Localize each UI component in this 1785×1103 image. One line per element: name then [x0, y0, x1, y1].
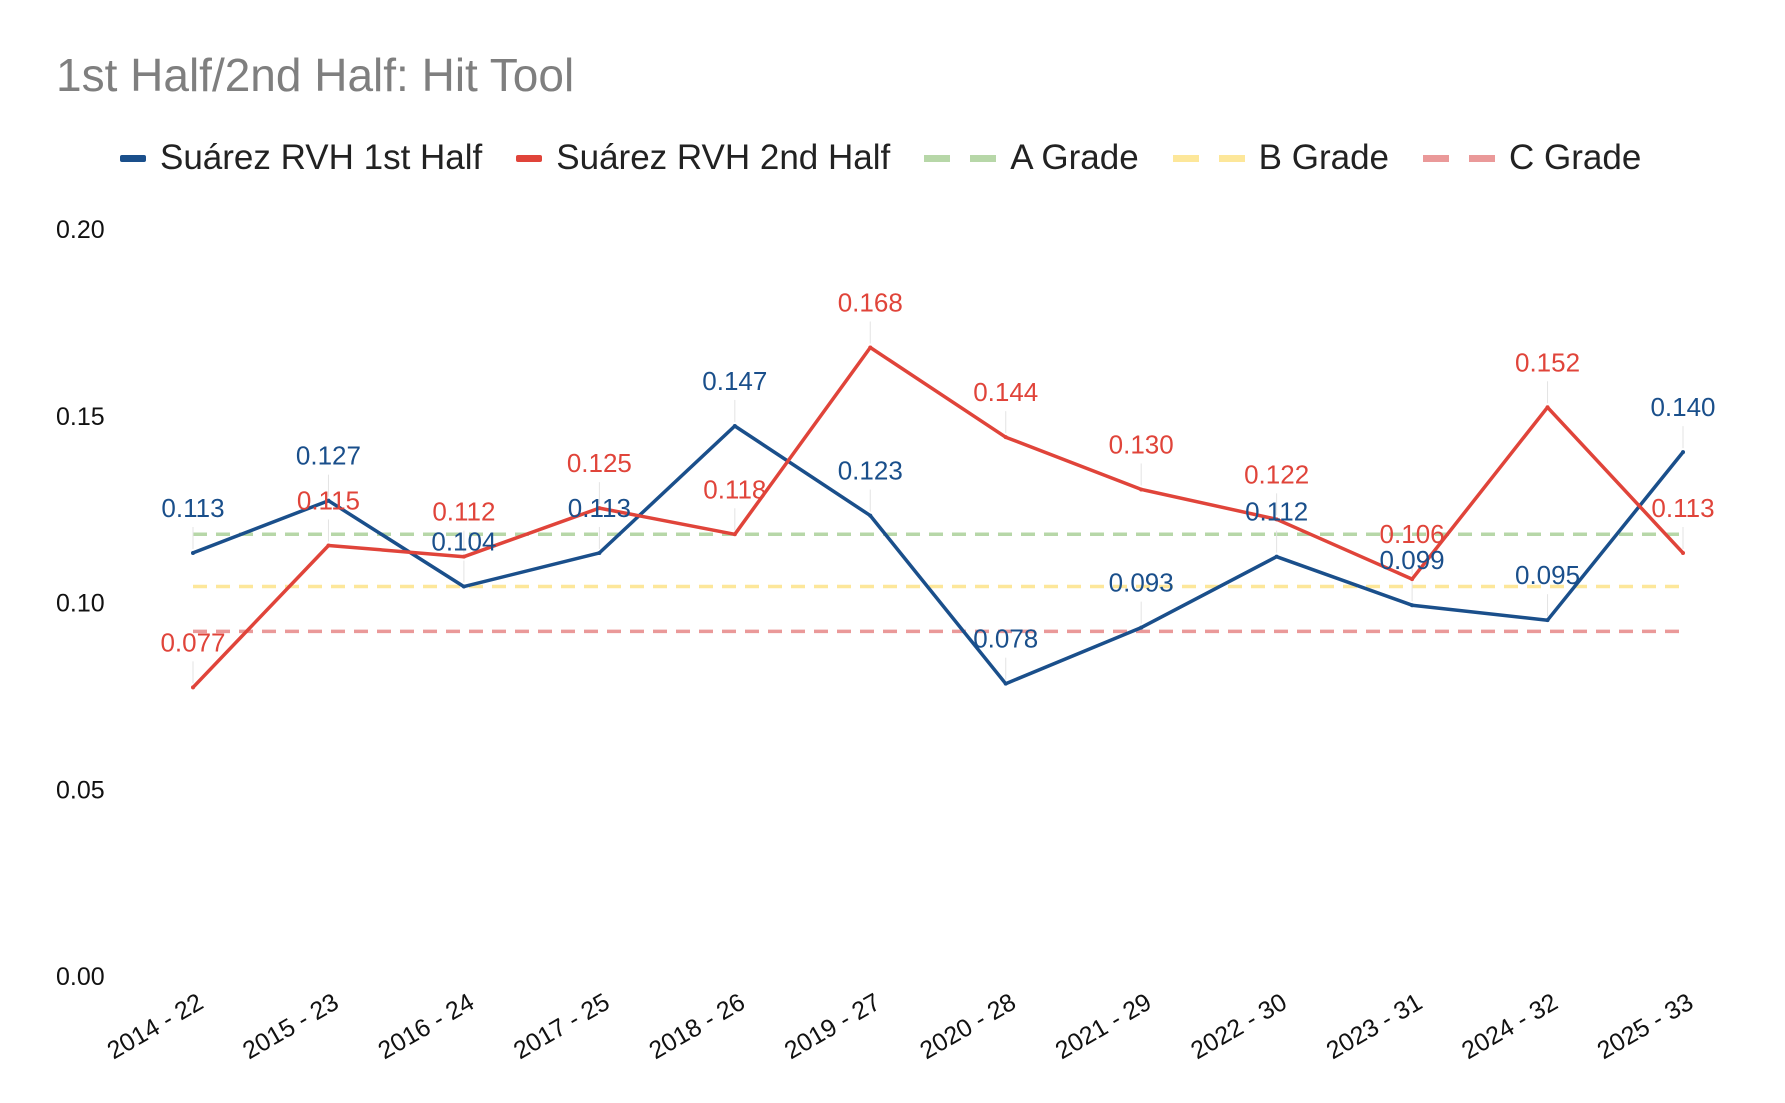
x-tick-label: 2017 - 25 — [509, 988, 614, 1065]
data-label: 0.113 — [1651, 493, 1714, 523]
data-point — [732, 423, 737, 428]
data-point — [1139, 487, 1144, 492]
x-tick-label: 2023 - 31 — [1322, 988, 1427, 1065]
x-tick-label: 2015 - 23 — [238, 988, 343, 1065]
data-point — [1139, 625, 1144, 630]
data-point — [326, 498, 331, 503]
legend-label-c-grade: C Grade — [1509, 138, 1642, 177]
legend-label-1st-half: Suárez RVH 1st Half — [160, 138, 483, 177]
data-point — [868, 345, 873, 350]
legend-item-1st-half: Suárez RVH 1st Half — [120, 138, 482, 178]
y-tick-label: 0.10 — [56, 590, 105, 618]
data-point — [191, 550, 195, 555]
legend-label-b-grade: B Grade — [1258, 138, 1390, 177]
data-label: 0.113 — [161, 493, 224, 523]
series-line-1st-half — [191, 424, 1685, 686]
chart-title: 1st Half/2nd Half: Hit Tool — [56, 49, 575, 101]
data-point — [1681, 450, 1685, 455]
data-point — [1003, 435, 1008, 440]
data-point — [1410, 577, 1415, 582]
data-point — [1003, 681, 1008, 686]
y-tick-label: 0.15 — [56, 403, 105, 431]
x-tick-label: 2022 - 30 — [1186, 988, 1291, 1065]
data-point — [597, 550, 602, 555]
data-label: 0.099 — [1380, 545, 1445, 575]
data-label: 0.123 — [838, 456, 903, 486]
chart-legend: Suárez RVH 1st Half Suárez RVH 2nd Half … — [120, 133, 1675, 183]
legend-item-b-grade: B Grade — [1172, 138, 1390, 178]
data-label: 0.112 — [1245, 497, 1308, 527]
x-tick-label: 2019 - 27 — [780, 988, 885, 1065]
data-label: 0.127 — [296, 441, 361, 471]
legend-label-2nd-half: Suárez RVH 2nd Half — [556, 138, 891, 177]
legend-swatch-b-grade — [1172, 154, 1245, 162]
data-label: 0.130 — [1109, 429, 1174, 459]
data-label: 0.125 — [567, 448, 632, 478]
data-label: 0.115 — [297, 485, 360, 515]
data-point — [1681, 550, 1685, 555]
data-point — [1410, 603, 1415, 608]
data-point — [461, 584, 466, 589]
data-point — [1545, 618, 1550, 623]
data-point — [326, 543, 331, 548]
x-tick-label: 2020 - 28 — [915, 988, 1020, 1065]
data-label: 0.118 — [703, 474, 766, 504]
data-label: 0.140 — [1650, 392, 1715, 422]
data-point — [597, 506, 602, 511]
x-tick-label: 2021 - 29 — [1051, 988, 1156, 1065]
legend-item-c-grade: C Grade — [1423, 138, 1641, 178]
data-label: 0.113 — [568, 493, 631, 523]
y-tick-label: 0.05 — [56, 776, 105, 804]
legend-item-2nd-half: Suárez RVH 2nd Half — [516, 138, 890, 178]
legend-label-a-grade: A Grade — [1010, 138, 1139, 177]
legend-swatch-1st-half — [120, 154, 146, 162]
series-line-2nd-half — [191, 345, 1685, 690]
data-point — [1274, 554, 1279, 559]
x-tick-label: 2024 - 32 — [1457, 988, 1562, 1065]
data-point — [461, 554, 466, 559]
data-label: 0.078 — [973, 624, 1038, 654]
data-label: 0.147 — [702, 366, 767, 396]
x-tick-label: 2018 - 26 — [644, 988, 749, 1065]
data-label: 0.152 — [1515, 347, 1580, 377]
data-label: 0.144 — [973, 377, 1038, 407]
x-tick-label: 2025 - 33 — [1593, 988, 1698, 1065]
legend-swatch-a-grade — [924, 154, 997, 162]
data-point — [1545, 405, 1550, 410]
data-label: 0.168 — [838, 288, 903, 318]
data-label: 0.122 — [1244, 459, 1309, 489]
x-tick-label: 2014 - 22 — [103, 988, 208, 1065]
data-point — [868, 513, 873, 518]
data-label: 0.106 — [1380, 519, 1445, 549]
legend-swatch-2nd-half — [516, 154, 543, 162]
data-point — [1274, 517, 1279, 522]
data-label: 0.077 — [160, 627, 225, 657]
data-point — [732, 532, 737, 537]
legend-swatch-c-grade — [1423, 154, 1496, 162]
y-tick-label: 0.20 — [56, 216, 105, 244]
data-label: 0.112 — [432, 497, 495, 527]
data-label: 0.095 — [1515, 560, 1580, 590]
data-label: 0.093 — [1109, 568, 1174, 598]
data-label: 0.104 — [431, 527, 496, 557]
legend-item-a-grade: A Grade — [924, 138, 1139, 178]
data-point — [191, 685, 195, 690]
x-tick-label: 2016 - 24 — [373, 988, 479, 1065]
y-tick-label: 0.00 — [56, 963, 105, 991]
